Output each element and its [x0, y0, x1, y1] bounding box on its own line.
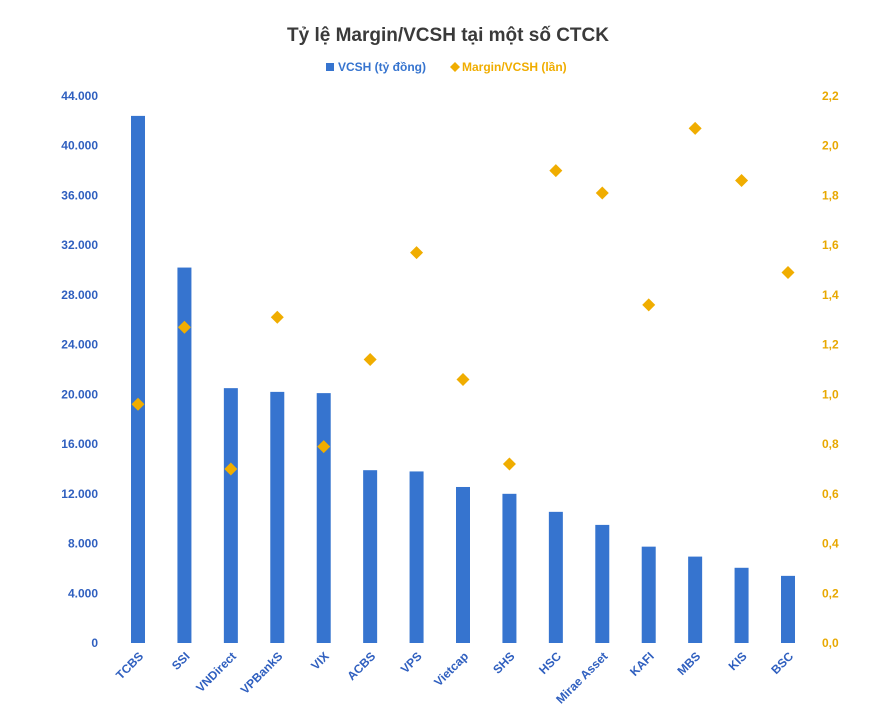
legend-label-vcsh: VCSH (tỷ đồng): [338, 60, 426, 74]
point: [502, 457, 516, 471]
category-label: VPS: [398, 649, 425, 676]
bar: [177, 267, 192, 643]
category-label: VNDirect: [193, 649, 239, 695]
point: [363, 353, 377, 367]
left-tick-label: 20.000: [61, 387, 98, 401]
bar: [456, 486, 470, 643]
point-series: [131, 121, 795, 476]
bar: [595, 524, 610, 643]
right-tick-label: 1,8: [822, 188, 839, 202]
right-tick-label: 1,4: [822, 288, 839, 302]
right-tick-label: 1,2: [822, 338, 839, 352]
bar: [734, 567, 749, 643]
category-label: TCBS: [113, 649, 146, 682]
point: [549, 164, 563, 178]
left-tick-label: 40.000: [61, 139, 98, 153]
left-tick-label: 12.000: [61, 487, 98, 501]
point: [131, 397, 145, 411]
right-tick-label: 2,2: [822, 89, 839, 103]
point: [595, 186, 609, 200]
category-label: VPBankS: [238, 649, 286, 697]
left-tick-label: 32.000: [61, 238, 98, 252]
bar-series: [131, 115, 795, 643]
left-tick-label: 0: [91, 636, 98, 650]
left-tick-label: 36.000: [61, 188, 98, 202]
legend-swatch-margin: [450, 62, 460, 72]
bar: [270, 391, 285, 643]
bar: [223, 388, 238, 643]
bar: [781, 575, 795, 643]
point: [224, 462, 238, 476]
right-tick-label: 0,4: [822, 537, 839, 551]
bar: [409, 471, 424, 643]
category-label: SSI: [169, 649, 193, 673]
point: [270, 310, 284, 324]
left-tick-label: 28.000: [61, 288, 98, 302]
right-tick-label: 1,6: [822, 238, 839, 252]
left-axis: 0 4.000 8.000 12.000 16.000 20.000 24.000 28.00…: [61, 89, 98, 650]
category-label: MBS: [675, 649, 704, 678]
bar: [502, 493, 517, 643]
right-tick-label: 0,0: [822, 636, 839, 650]
point: [642, 298, 656, 312]
point: [317, 440, 331, 454]
right-tick-label: 0,8: [822, 437, 839, 451]
category-label: HSC: [536, 649, 564, 677]
point: [781, 266, 795, 280]
category-label: Vietcap: [431, 649, 471, 689]
right-axis: 0,0 0,2 0,4 0,6 0,8 1,0 1,2 1,4 1,6 1,8 2,0 2,2: [822, 89, 839, 650]
category-label: KIS: [726, 649, 750, 673]
legend-label-margin: Margin/VCSH (lần): [462, 60, 567, 74]
category-label: KAFI: [627, 649, 657, 679]
right-tick-label: 1,0: [822, 387, 839, 401]
legend-swatch-vcsh: [326, 63, 334, 71]
left-tick-label: 44.000: [61, 89, 98, 103]
point: [688, 121, 702, 135]
left-tick-label: 24.000: [61, 338, 98, 352]
left-tick-label: 8.000: [68, 537, 98, 551]
bar: [363, 470, 378, 643]
left-tick-label: 4.000: [68, 586, 98, 600]
right-tick-label: 2,0: [822, 139, 839, 153]
bar: [548, 511, 563, 643]
point: [735, 174, 749, 188]
point: [177, 320, 191, 334]
right-tick-label: 0,6: [822, 487, 839, 501]
category-label: SHS: [490, 649, 517, 676]
bar: [688, 556, 703, 643]
bar: [641, 546, 656, 643]
legend: VCSH (tỷ đồng) Margin/VCSH (lần): [326, 60, 567, 74]
right-tick-label: 0,2: [822, 586, 839, 600]
left-tick-label: 16.000: [61, 437, 98, 451]
category-label: VIX: [308, 649, 332, 673]
point: [456, 372, 470, 386]
chart-title: Tỷ lệ Margin/VCSH tại một số CTCK: [287, 25, 609, 46]
point: [410, 246, 424, 260]
category-label: BSC: [768, 649, 796, 677]
bar: [316, 393, 331, 643]
category-label: ACBS: [344, 649, 378, 683]
bar: [131, 115, 145, 643]
